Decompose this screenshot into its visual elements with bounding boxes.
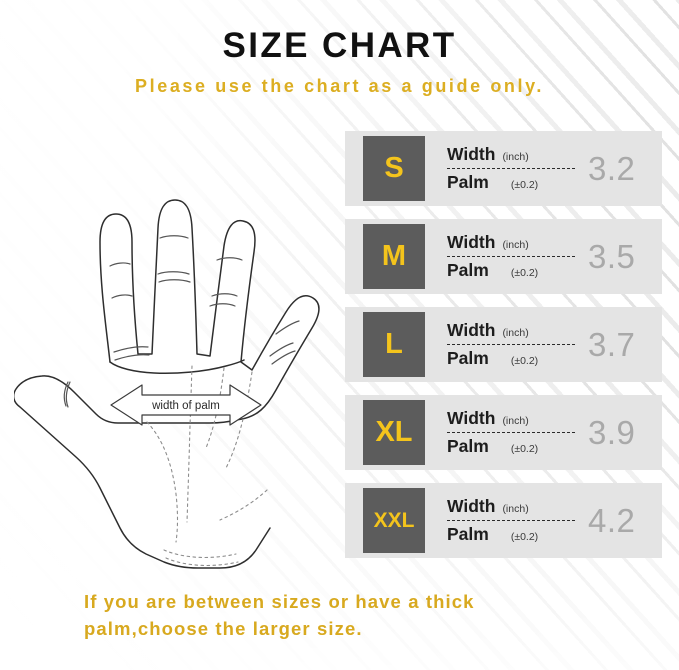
- size-badge: L: [363, 312, 425, 377]
- hand-diagram: width of palm: [14, 176, 354, 576]
- page-subtitle: Please use the chart as a guide only.: [135, 76, 544, 96]
- spec-block: Width (inch) Palm (±0.2): [447, 408, 582, 457]
- size-value: 4.2: [588, 501, 636, 539]
- spec-divider: [447, 520, 575, 521]
- palm-tolerance: (±0.2): [510, 443, 539, 455]
- palm-width-arrow: [110, 384, 262, 426]
- width-unit: (inch): [502, 151, 529, 163]
- palm-label: Palm: [447, 260, 489, 280]
- spec-block: Width (inch) Palm (±0.2): [447, 320, 582, 369]
- spec-divider: [447, 168, 575, 169]
- width-label: Width: [447, 408, 496, 428]
- size-badge: XL: [363, 400, 425, 465]
- spec-divider: [447, 432, 575, 433]
- spec-block: Width (inch) Palm (±0.2): [447, 232, 582, 281]
- palm-tolerance: (±0.2): [510, 355, 539, 367]
- table-row[interactable]: XXL Width (inch) Palm (±0.2) 4.2: [345, 483, 662, 558]
- size-value: 3.2: [588, 149, 636, 187]
- width-label: Width: [447, 232, 496, 252]
- spec-block: Width (inch) Palm (±0.2): [447, 496, 582, 545]
- palm-label: Palm: [447, 172, 489, 192]
- width-unit: (inch): [502, 415, 529, 427]
- palm-tolerance: (±0.2): [510, 267, 539, 279]
- palm-tolerance: (±0.2): [510, 179, 539, 191]
- table-row[interactable]: S Width (inch) Palm (±0.2) 3.2: [345, 131, 662, 206]
- size-value: 3.5: [588, 237, 636, 275]
- palm-label: Palm: [447, 436, 489, 456]
- spec-divider: [447, 256, 575, 257]
- width-label: Width: [447, 496, 496, 516]
- width-unit: (inch): [502, 239, 529, 251]
- width-unit: (inch): [502, 327, 529, 339]
- size-badge: S: [363, 136, 425, 201]
- width-unit: (inch): [502, 503, 529, 515]
- palm-tolerance: (±0.2): [510, 531, 539, 543]
- size-table: S Width (inch) Palm (±0.2) 3.2 M Width (…: [345, 131, 662, 571]
- palm-label: Palm: [447, 524, 489, 544]
- palm-width-label: width of palm: [151, 400, 220, 412]
- size-value: 3.7: [588, 325, 636, 363]
- width-label: Width: [447, 144, 496, 164]
- table-row[interactable]: L Width (inch) Palm (±0.2) 3.7: [345, 307, 662, 382]
- size-badge: M: [363, 224, 425, 289]
- size-value: 3.9: [588, 413, 636, 451]
- footer-note: If you are between sizes or have a thick…: [84, 591, 475, 639]
- width-label: Width: [447, 320, 496, 340]
- size-badge: XXL: [363, 488, 425, 553]
- palm-label: Palm: [447, 348, 489, 368]
- spec-divider: [447, 344, 575, 345]
- table-row[interactable]: M Width (inch) Palm (±0.2) 3.5: [345, 219, 662, 294]
- spec-block: Width (inch) Palm (±0.2): [447, 144, 582, 193]
- page-title: SIZE CHART: [222, 26, 457, 65]
- table-row[interactable]: XL Width (inch) Palm (±0.2) 3.9: [345, 395, 662, 470]
